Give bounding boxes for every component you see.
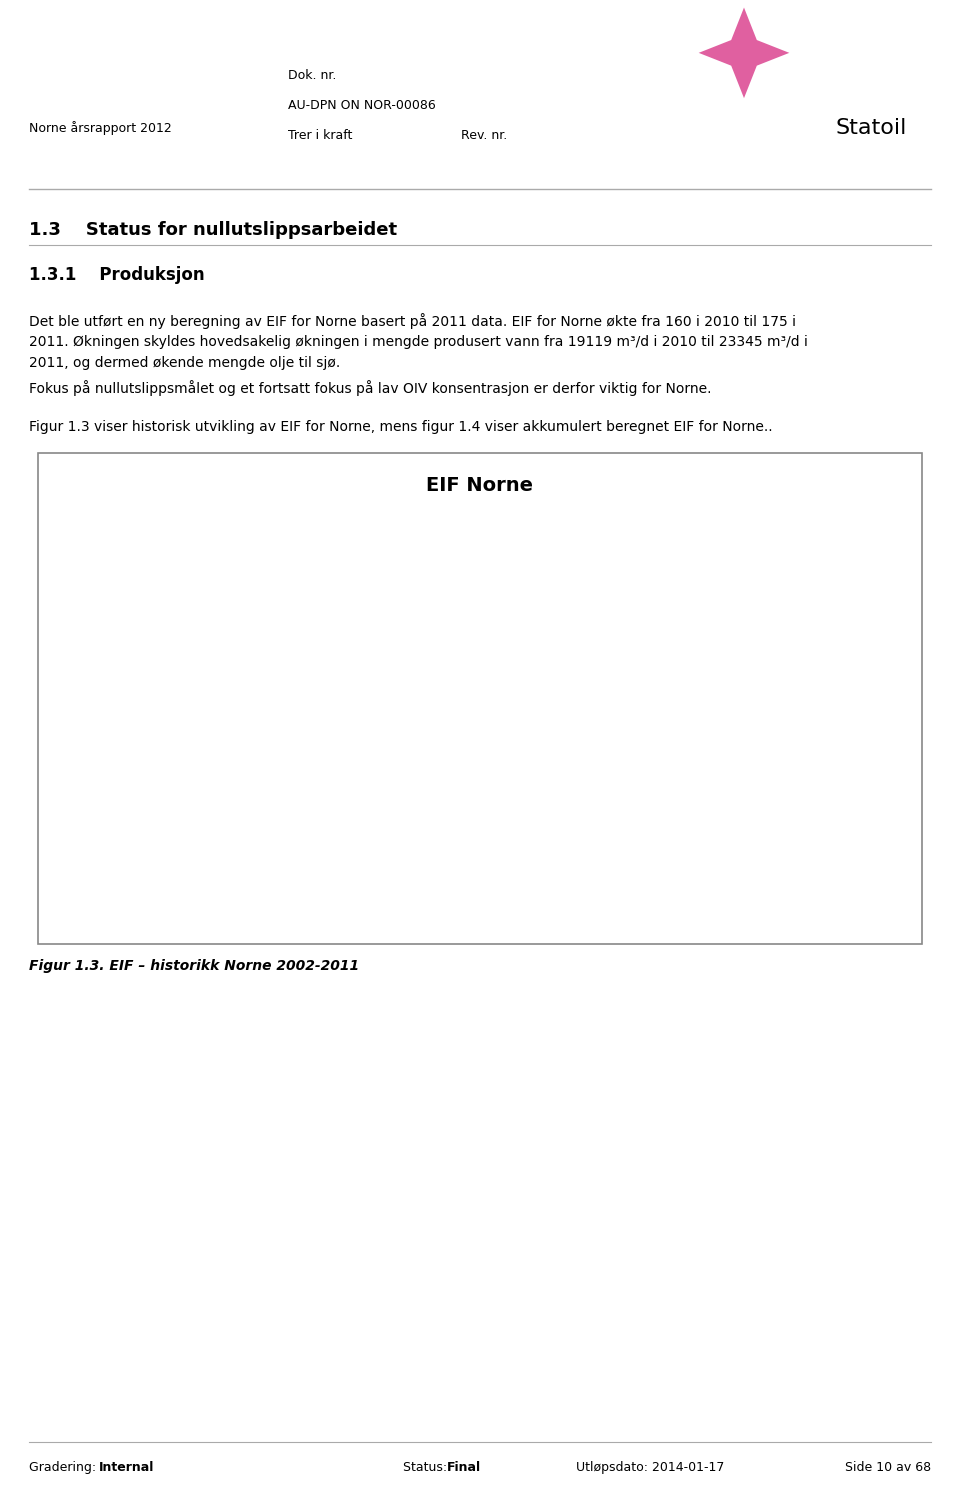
Text: AU-DPN ON NOR-00086: AU-DPN ON NOR-00086 xyxy=(288,100,436,112)
Text: Gradering:: Gradering: xyxy=(29,1462,100,1474)
Text: Final: Final xyxy=(446,1462,481,1474)
Text: Side 10 av 68: Side 10 av 68 xyxy=(845,1462,931,1474)
Text: Fokus på nullutslippsmålet og et fortsatt fokus på lav OIV konsentrasjon er derf: Fokus på nullutslippsmålet og et fortsat… xyxy=(29,381,711,397)
Text: Status:: Status: xyxy=(403,1462,451,1474)
Bar xyxy=(772,596,849,914)
Text: Statoil: Statoil xyxy=(835,118,906,139)
Bar xyxy=(619,624,696,914)
Text: Figur 1.3. EIF – historikk Norne 2002-2011: Figur 1.3. EIF – historikk Norne 2002-20… xyxy=(29,959,359,972)
Text: 1.3.1    Produksjon: 1.3.1 Produksjon xyxy=(29,266,204,284)
Bar xyxy=(312,714,389,914)
Text: Utløpsdato: 2014-01-17: Utløpsdato: 2014-01-17 xyxy=(576,1462,725,1474)
Bar xyxy=(159,862,236,914)
Bar xyxy=(466,657,542,914)
Text: EIF Norne: EIF Norne xyxy=(426,476,534,495)
Text: Det ble utført en ny beregning av EIF for Norne basert på 2011 data. EIF for Nor: Det ble utført en ny beregning av EIF fo… xyxy=(29,313,807,370)
Text: Trer i kraft: Trer i kraft xyxy=(288,130,352,142)
Text: Rev. nr.: Rev. nr. xyxy=(461,130,507,142)
Text: Norne årsrapport 2012: Norne årsrapport 2012 xyxy=(29,121,172,136)
Text: Dok. nr.: Dok. nr. xyxy=(288,69,336,82)
Text: Internal: Internal xyxy=(99,1462,155,1474)
Text: 1.3    Status for nullutslippsarbeidet: 1.3 Status for nullutslippsarbeidet xyxy=(29,220,396,239)
Text: Figur 1.3 viser historisk utvikling av EIF for Norne, mens figur 1.4 viser akkum: Figur 1.3 viser historisk utvikling av E… xyxy=(29,420,773,433)
